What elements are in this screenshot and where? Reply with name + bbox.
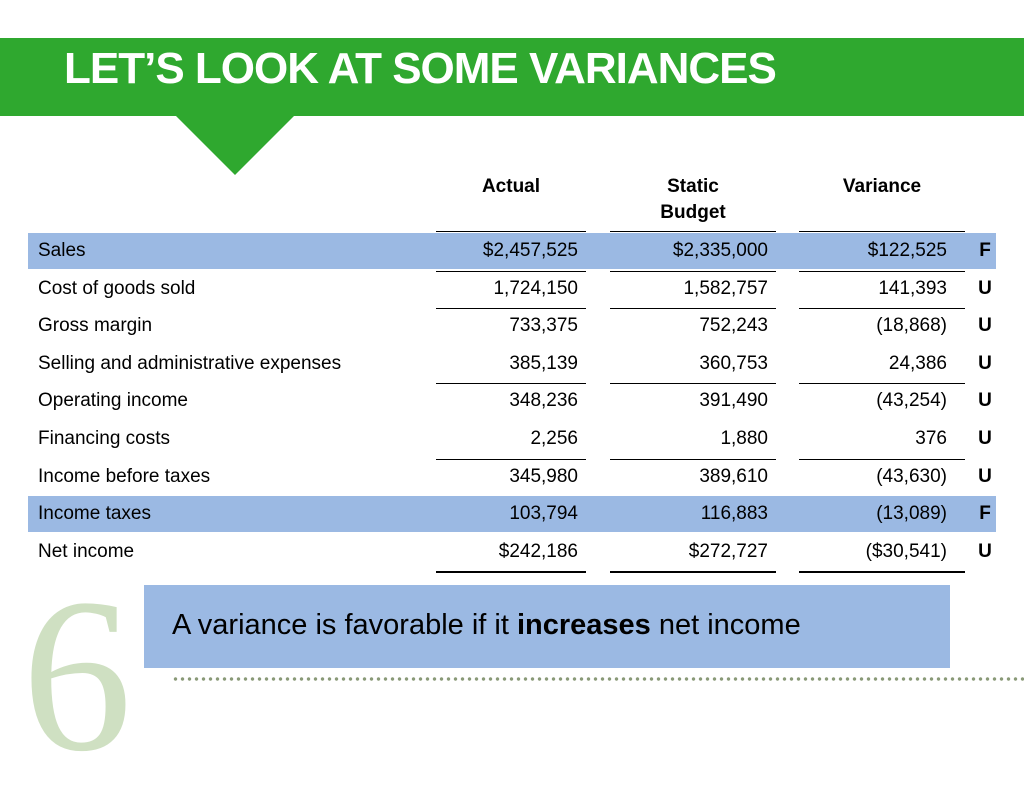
actual-value: 2,256 bbox=[530, 428, 578, 449]
table-rule bbox=[436, 270, 586, 272]
actual-value: 348,236 bbox=[509, 390, 578, 412]
table-rule bbox=[436, 458, 586, 460]
table-rule bbox=[436, 571, 586, 574]
table-row: Income before taxes 345,980 389,610 (43,630… bbox=[28, 459, 996, 495]
row-label: Income before taxes bbox=[38, 465, 211, 487]
static-budget-value: 1,880 bbox=[720, 428, 768, 449]
table-rule bbox=[799, 231, 965, 232]
title-banner bbox=[0, 38, 1024, 116]
row-label: Sales bbox=[38, 240, 86, 261]
static-budget-value: $2,335,000 bbox=[672, 240, 768, 261]
actual-value: $242,186 bbox=[498, 540, 578, 562]
variance-value: (43,630) bbox=[876, 465, 947, 487]
table-rule bbox=[610, 458, 776, 460]
table-rule bbox=[610, 571, 776, 574]
actual-value: 345,980 bbox=[509, 465, 578, 487]
favorable-unfavorable-flag: U bbox=[978, 428, 992, 449]
favorable-unfavorable-flag: U bbox=[978, 540, 992, 562]
callout-text: A variance is favorable if it increases … bbox=[172, 609, 801, 642]
callout-text-bold: increases bbox=[516, 609, 651, 641]
variance-value: (43,254) bbox=[876, 390, 947, 412]
table-row: Cost of goods sold 1,724,150 1,582,757 141,… bbox=[28, 271, 996, 307]
favorable-unfavorable-flag: F bbox=[979, 240, 991, 261]
column-header-variance: Variance bbox=[842, 176, 922, 197]
table-rule bbox=[610, 383, 776, 385]
table-row: Net income $242,186 $272,727 ($30,541) U bbox=[28, 534, 996, 570]
actual-value: 385,139 bbox=[509, 352, 578, 374]
static-budget-value: 389,610 bbox=[699, 465, 768, 487]
static-budget-value: 360,753 bbox=[699, 352, 768, 374]
favorable-unfavorable-flag: F bbox=[979, 503, 991, 525]
variance-value: (18,868) bbox=[876, 315, 947, 337]
variance-value: 24,386 bbox=[888, 352, 947, 374]
favorable-unfavorable-flag: U bbox=[978, 277, 992, 299]
favorable-unfavorable-flag: U bbox=[978, 390, 992, 412]
column-header-static-budget-line1: Static bbox=[667, 176, 719, 197]
callout-box: A variance is favorable if it increases … bbox=[144, 585, 950, 668]
column-header-actual: Actual bbox=[481, 176, 541, 197]
slide-title: LET’S LOOK AT SOME VARIANCES bbox=[64, 44, 777, 93]
row-label: Operating income bbox=[38, 390, 188, 412]
table-row: Operating income 348,236 391,490 (43,254) U bbox=[28, 383, 996, 419]
table-rule bbox=[799, 458, 965, 460]
favorable-unfavorable-flag: U bbox=[978, 465, 992, 487]
variance-value: $122,525 bbox=[867, 240, 947, 261]
static-budget-value: 1,582,757 bbox=[683, 277, 768, 299]
actual-value: 733,375 bbox=[509, 315, 578, 337]
variance-value: (13,089) bbox=[876, 503, 947, 525]
chapter-number: 6 bbox=[22, 553, 132, 797]
table-rule bbox=[436, 231, 586, 232]
favorable-unfavorable-flag: U bbox=[978, 315, 992, 337]
callout-text-before: A variance is favorable if it bbox=[172, 609, 517, 641]
callout-text-after: net income bbox=[650, 609, 801, 641]
favorable-unfavorable-flag: U bbox=[978, 352, 992, 374]
table-rule bbox=[799, 308, 965, 310]
column-header-static-budget: Static Budget bbox=[610, 174, 776, 226]
static-budget-value: 116,883 bbox=[700, 503, 768, 525]
table-rule bbox=[610, 231, 776, 232]
dotted-divider bbox=[172, 676, 1024, 682]
variance-value: 376 bbox=[915, 428, 947, 449]
table-row: Sales $2,457,525 $2,335,000 $122,525 F bbox=[28, 233, 996, 269]
table-rule bbox=[436, 383, 586, 385]
table-row: Gross margin 733,375 752,243 (18,868) U bbox=[28, 308, 996, 344]
table-rule bbox=[436, 308, 586, 310]
row-label: Cost of goods sold bbox=[38, 277, 196, 299]
table-rule bbox=[610, 270, 776, 272]
table-rule bbox=[610, 308, 776, 310]
actual-value: 103,794 bbox=[509, 503, 578, 525]
table-row: Income taxes 103,794 116,883 (13,089) F bbox=[28, 496, 996, 533]
row-label: Financing costs bbox=[38, 428, 171, 449]
table-row: Financing costs 2,256 1,880 376 U bbox=[28, 421, 996, 457]
actual-value: 1,724,150 bbox=[493, 277, 578, 299]
table-rule bbox=[799, 270, 965, 272]
static-budget-value: $272,727 bbox=[688, 540, 768, 562]
row-label: Income taxes bbox=[38, 503, 151, 525]
table-row: Selling and administrative expenses 385,1… bbox=[28, 346, 996, 382]
static-budget-value: 391,490 bbox=[699, 390, 768, 412]
table-rule bbox=[799, 383, 965, 385]
row-label: Selling and administrative expenses bbox=[38, 352, 342, 374]
variance-value: 141,393 bbox=[878, 277, 947, 299]
variance-value: ($30,541) bbox=[865, 540, 947, 562]
column-header-static-budget-line2: Budget bbox=[660, 202, 726, 223]
table-rule bbox=[799, 571, 965, 574]
static-budget-value: 752,243 bbox=[699, 315, 768, 337]
row-label: Gross margin bbox=[38, 315, 153, 337]
row-label: Net income bbox=[38, 540, 135, 562]
banner-notch bbox=[175, 115, 295, 175]
actual-value: $2,457,525 bbox=[482, 240, 578, 261]
